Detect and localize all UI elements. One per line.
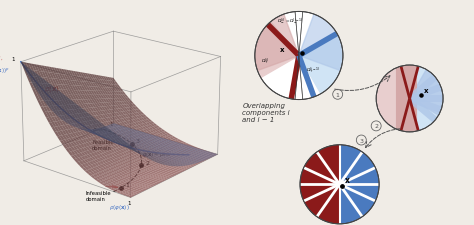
Wedge shape [405,66,414,99]
Wedge shape [339,145,379,224]
Point [338,185,346,188]
Text: $\Omega_+^{(i)}$: $\Omega_+^{(i)}$ [262,56,270,67]
Circle shape [255,12,343,100]
Wedge shape [255,15,299,71]
Text: 1: 1 [336,92,339,97]
Text: 2: 2 [374,124,378,129]
Text: Overlapping
components i
and i − 1: Overlapping components i and i − 1 [242,102,290,123]
Text: $\mathbf{x}$: $\mathbf{x}$ [279,46,285,54]
Point [418,94,425,97]
Wedge shape [299,15,343,71]
Text: $\mathbf{x}$: $\mathbf{x}$ [344,176,351,184]
Text: $\Omega_+^{(i-1)}$: $\Omega_+^{(i-1)}$ [306,65,319,76]
Circle shape [300,145,379,224]
Wedge shape [410,70,443,116]
Text: 3: 3 [359,138,364,143]
Point [299,52,306,56]
Wedge shape [410,66,443,132]
Wedge shape [299,34,343,78]
Wedge shape [376,66,410,132]
Wedge shape [255,34,299,78]
Text: $\Omega_-^{(i)}=\Omega_-^{(i-1)}$: $\Omega_-^{(i)}=\Omega_-^{(i-1)}$ [277,16,303,25]
Text: $\mathbf{x}$: $\mathbf{x}$ [423,86,429,94]
Wedge shape [300,145,339,224]
Wedge shape [261,23,299,56]
Circle shape [376,66,443,132]
Wedge shape [299,56,337,94]
